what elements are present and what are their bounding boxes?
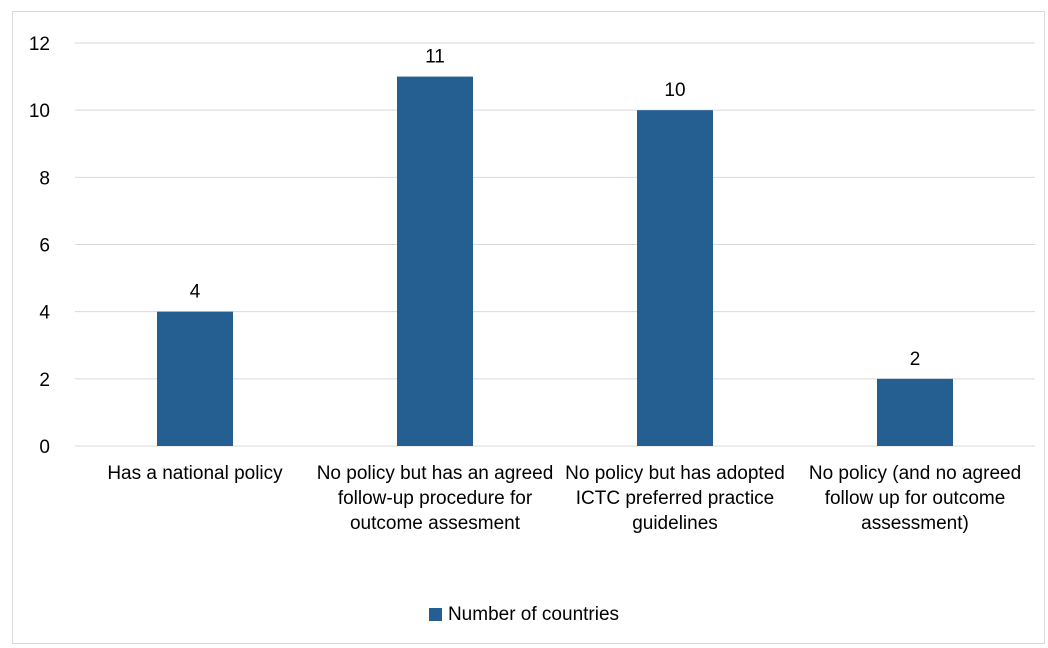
category-label-agreed-follow-up: No policy but has an agreed follow-up pr… bbox=[316, 463, 554, 534]
y-tick-label: 6 bbox=[39, 236, 50, 257]
y-tick-label: 12 bbox=[29, 34, 50, 55]
data-label: 4 bbox=[190, 282, 201, 303]
category-label-ictc-guidelines: No policy but has adopted ICTC preferred… bbox=[565, 463, 785, 534]
legend-swatch bbox=[428, 608, 442, 621]
y-tick-label: 0 bbox=[39, 437, 50, 458]
y-tick-label: 2 bbox=[39, 370, 50, 391]
bar bbox=[157, 311, 233, 446]
legend-label: Number of countries bbox=[447, 604, 620, 625]
bar bbox=[877, 378, 953, 446]
y-tick-label: 4 bbox=[39, 303, 50, 324]
category-label-no-policy: No policy (and no agreed follow up for o… bbox=[808, 463, 1022, 534]
y-tick-label: 8 bbox=[39, 168, 50, 189]
data-label: 10 bbox=[664, 80, 685, 101]
legend: Number of countries bbox=[0, 604, 1048, 626]
bar bbox=[397, 76, 473, 446]
y-tick-label: 10 bbox=[29, 101, 50, 122]
bar bbox=[637, 110, 713, 447]
data-label: 11 bbox=[425, 47, 445, 68]
data-label: 2 bbox=[910, 349, 921, 370]
category-label-has-national-policy: Has a national policy bbox=[107, 463, 283, 484]
